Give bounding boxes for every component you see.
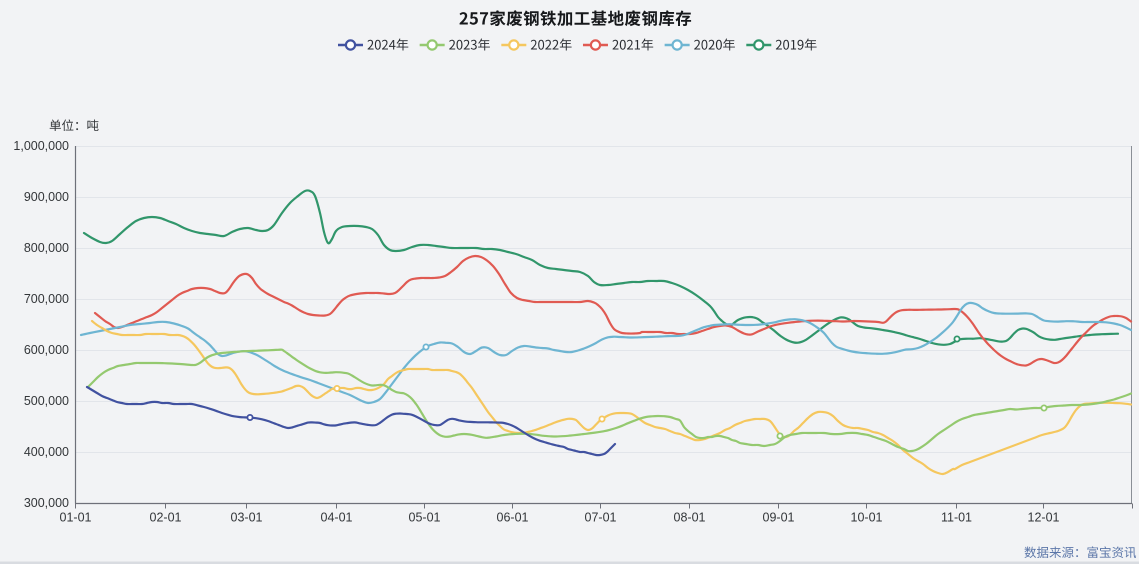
svg-text:500,000: 500,000 xyxy=(24,394,69,408)
svg-text:01-01: 01-01 xyxy=(60,511,92,525)
svg-text:09-01: 09-01 xyxy=(763,511,795,525)
svg-text:03-01: 03-01 xyxy=(231,511,263,525)
svg-text:04-01: 04-01 xyxy=(321,511,353,525)
svg-text:1,000,000: 1,000,000 xyxy=(13,139,69,153)
svg-text:07-01: 07-01 xyxy=(585,511,617,525)
svg-text:800,000: 800,000 xyxy=(24,241,69,255)
svg-text:300,000: 300,000 xyxy=(24,496,69,510)
svg-text:06-01: 06-01 xyxy=(497,511,529,525)
svg-text:02-01: 02-01 xyxy=(150,511,182,525)
svg-text:11-01: 11-01 xyxy=(941,511,972,525)
svg-text:12-01: 12-01 xyxy=(1028,511,1060,525)
svg-text:400,000: 400,000 xyxy=(24,445,69,459)
svg-text:700,000: 700,000 xyxy=(24,292,69,306)
svg-text:10-01: 10-01 xyxy=(851,511,883,525)
svg-text:08-01: 08-01 xyxy=(674,511,706,525)
svg-text:05-01: 05-01 xyxy=(409,511,441,525)
svg-text:900,000: 900,000 xyxy=(24,190,69,204)
svg-text:600,000: 600,000 xyxy=(24,343,69,357)
